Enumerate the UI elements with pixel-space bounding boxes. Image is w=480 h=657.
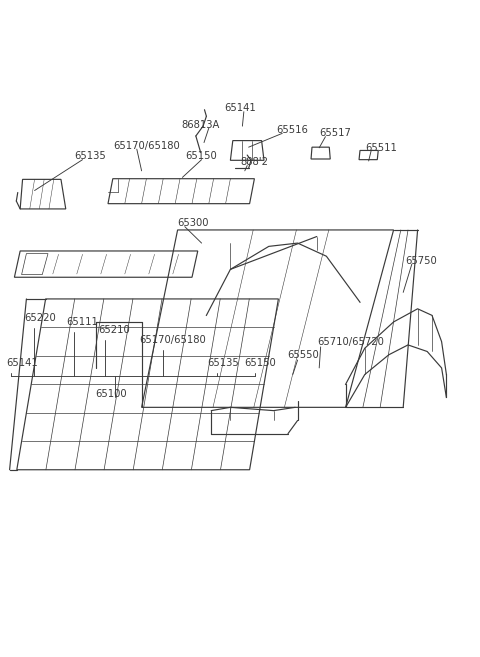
Text: 65111: 65111 xyxy=(66,317,98,327)
Text: 65550: 65550 xyxy=(287,350,319,361)
Text: 65150: 65150 xyxy=(185,151,216,162)
Text: 65517: 65517 xyxy=(319,128,351,139)
Text: 65170/65180: 65170/65180 xyxy=(113,141,180,151)
Text: 65170/65180: 65170/65180 xyxy=(139,335,206,346)
Text: 65710/65720: 65710/65720 xyxy=(317,337,384,348)
Text: 65210: 65210 xyxy=(98,325,130,336)
Text: 65516: 65516 xyxy=(276,125,308,135)
Text: 65300: 65300 xyxy=(178,218,209,229)
Text: 65100: 65100 xyxy=(95,389,127,399)
Text: 86813A: 86813A xyxy=(181,120,220,130)
Text: 65135: 65135 xyxy=(207,358,239,369)
Text: 65150: 65150 xyxy=(244,358,276,369)
Text: 65750: 65750 xyxy=(406,256,437,266)
Text: 65135: 65135 xyxy=(74,151,106,162)
Text: 65141: 65141 xyxy=(6,358,37,369)
Text: 65141: 65141 xyxy=(224,103,256,114)
Text: 65511: 65511 xyxy=(365,143,396,153)
Text: 65220: 65220 xyxy=(24,313,56,323)
Text: 888'2: 888'2 xyxy=(240,157,268,168)
